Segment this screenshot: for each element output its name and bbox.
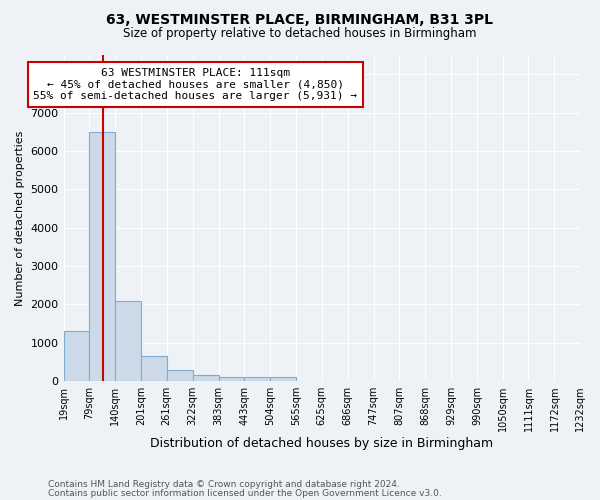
Bar bbox=[167, 370, 193, 381]
Bar bbox=[218, 377, 244, 381]
Bar bbox=[115, 300, 141, 381]
Bar bbox=[89, 132, 115, 381]
Bar bbox=[270, 377, 296, 381]
Text: Contains public sector information licensed under the Open Government Licence v3: Contains public sector information licen… bbox=[48, 490, 442, 498]
Text: Size of property relative to detached houses in Birmingham: Size of property relative to detached ho… bbox=[123, 28, 477, 40]
X-axis label: Distribution of detached houses by size in Birmingham: Distribution of detached houses by size … bbox=[150, 437, 493, 450]
Bar bbox=[244, 377, 270, 381]
Text: 63 WESTMINSTER PLACE: 111sqm
← 45% of detached houses are smaller (4,850)
55% of: 63 WESTMINSTER PLACE: 111sqm ← 45% of de… bbox=[33, 68, 357, 101]
Y-axis label: Number of detached properties: Number of detached properties bbox=[15, 130, 25, 306]
Text: Contains HM Land Registry data © Crown copyright and database right 2024.: Contains HM Land Registry data © Crown c… bbox=[48, 480, 400, 489]
Bar bbox=[141, 356, 167, 381]
Text: 63, WESTMINSTER PLACE, BIRMINGHAM, B31 3PL: 63, WESTMINSTER PLACE, BIRMINGHAM, B31 3… bbox=[107, 12, 493, 26]
Bar bbox=[64, 331, 89, 381]
Bar bbox=[193, 376, 218, 381]
